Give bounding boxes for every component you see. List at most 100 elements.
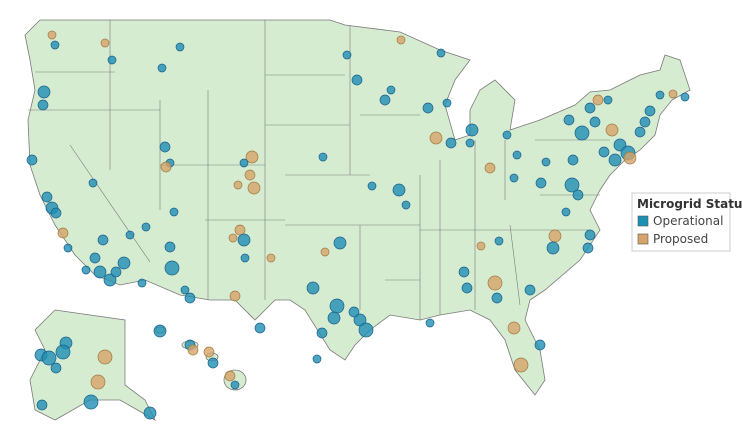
microgrid-point [603,95,613,105]
microgrid-point [50,362,62,374]
microgrid-points [26,30,690,420]
microgrid-point [41,350,57,366]
microgrid-point [50,40,60,50]
microgrid-point [634,126,646,138]
microgrid-point [541,157,551,167]
microgrid-point [392,183,406,197]
microgrid-point [598,146,610,158]
microgrid-point [41,191,53,203]
microgrid-point [401,200,411,210]
microgrid-point [535,177,547,189]
microgrid-point [396,35,406,45]
microgrid-point [81,265,91,275]
microgrid-point [180,285,190,295]
microgrid-point [306,281,320,295]
microgrid-point [534,339,546,351]
microgrid-point [26,154,38,166]
microgrid-point [509,173,519,183]
legend-label: Operational [653,214,723,228]
microgrid-point [512,150,522,160]
microgrid-point [379,94,391,106]
microgrid-point [160,161,172,173]
microgrid-point [584,229,596,241]
microgrid-point [266,253,276,263]
microgrid-point [584,102,596,114]
microgrid-point [563,114,575,126]
microgrid-point [655,90,665,100]
microgrid-point [244,169,256,181]
state-borders [28,20,610,320]
microgrid-point [546,241,560,255]
microgrid-point [312,354,322,364]
microgrid-point [487,275,503,291]
microgrid-point [502,130,512,140]
microgrid-point [37,85,51,99]
microgrid-point [164,241,176,253]
microgrid-point [137,278,147,288]
microgrid-point [333,236,347,250]
microgrid-point [605,123,619,137]
microgrid-point [386,85,396,95]
microgrid-point [141,222,151,232]
microgrid-point [228,233,238,243]
microgrid-point [37,99,49,111]
microgrid-point [465,138,475,148]
microgrid-point [491,292,503,304]
microgrid-point [680,92,690,102]
microgrid-point [367,181,377,191]
microgrid-point [574,125,590,141]
legend-box [631,192,731,252]
microgrid-point [513,357,529,373]
microgrid-point [342,50,352,60]
microgrid-point [117,256,131,270]
microgrid-point [561,207,571,217]
microgrid-point [507,321,521,335]
microgrid-point [327,311,341,325]
microgrid-point [476,241,486,251]
microgrid-point [55,344,71,360]
legend-swatch [637,215,649,227]
microgrid-point [237,233,251,247]
microgrid-point [100,38,110,48]
microgrid-point [461,282,473,294]
microgrid-point [320,247,330,257]
microgrid-point [159,141,171,153]
microgrid-point [89,252,101,264]
microgrid-point [572,189,584,201]
microgrid-point [458,266,470,278]
microgrid-point [465,123,479,137]
microgrid-point [639,116,651,128]
microgrid-point [644,105,656,117]
microgrid-point [623,151,637,165]
microgrid-point [247,181,261,195]
microgrid-point [425,318,435,328]
microgrid-point [57,227,69,239]
microgrid-point [88,178,98,188]
microgrid-point [110,266,122,278]
microgrid-point [229,290,241,302]
microgrid-point [233,180,243,190]
microgrid-point [63,243,73,253]
microgrid-point [164,260,180,276]
microgrid-point [90,374,106,390]
contiguous-us [24,19,691,396]
microgrid-point [589,116,601,128]
microgrid-point [47,30,57,40]
microgrid-point [668,89,678,99]
legend-label: Proposed [653,232,708,246]
microgrid-point [445,137,457,149]
microgrid-point [103,273,117,287]
microgrid-point [143,406,157,420]
microgrid-point [169,207,179,217]
microgrid-point [548,229,562,243]
microgrid-point [524,284,536,296]
microgrid-point [567,154,579,166]
microgrid-point [442,98,452,108]
microgrid-point [436,48,446,58]
microgrid-point [484,162,496,174]
microgrid-point [240,253,250,263]
microgrid-point [83,394,99,410]
microgrid-point [107,55,117,65]
